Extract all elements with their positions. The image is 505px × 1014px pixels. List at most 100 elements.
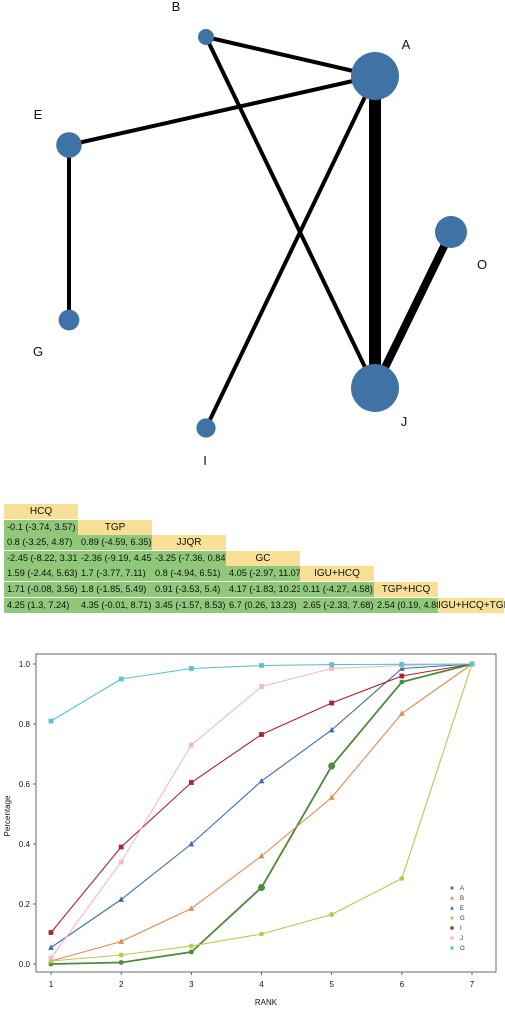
league-cell: 1.59 (-2.44, 5.63) [4, 566, 78, 582]
data-point [469, 661, 475, 667]
y-tick-label: 0.2 [19, 900, 31, 909]
league-cell: 4.35 (-0.01, 8.71) [78, 597, 152, 613]
node-B [198, 29, 214, 45]
edge-A-E [68, 74, 376, 147]
league-cell: 0.89 (-4.59, 6.35) [78, 535, 152, 551]
node-A [351, 52, 399, 100]
edge-A-B [205, 35, 376, 78]
data-point [329, 666, 335, 671]
y-tick-label: 0.0 [19, 960, 31, 969]
y-tick-label: 0.6 [19, 780, 31, 789]
data-point [188, 949, 194, 955]
plot-frame [35, 653, 497, 973]
league-cell: 1.7 (-3.77, 7.11) [78, 566, 152, 582]
series-I [48, 661, 475, 935]
legend-label-A: A [460, 886, 464, 892]
league-cell: 1.8 (-1.85, 5.49) [78, 582, 152, 597]
data-point [329, 662, 335, 667]
data-point [258, 852, 265, 859]
data-point [258, 884, 265, 891]
data-point [48, 930, 54, 935]
data-point [399, 661, 405, 667]
league-cell: -2.45 (-8.22, 3.31) [4, 550, 81, 566]
y-tick-label: 0.4 [19, 840, 31, 849]
league-cell: 2.65 (-2.33, 7.68) [300, 597, 374, 613]
league-cell: -0.1 (-3.74, 3.57) [4, 519, 78, 535]
node-label-G: G [33, 344, 43, 359]
league-cell: 3.45 (-1.57, 8.53) [152, 597, 226, 613]
series-line-O [50, 663, 473, 722]
edge-A-I [204, 75, 377, 429]
league-cell: 1.71 (-0.08, 3.56) [4, 582, 78, 597]
legend-label-I: I [460, 926, 462, 932]
x-tick-label: 3 [189, 980, 194, 989]
legend-marker-A [450, 886, 454, 890]
legend-label-B: B [460, 896, 464, 902]
league-header-cell: JJQR [152, 535, 226, 551]
league-cell: -2.36 (-9.19, 4.45) [78, 550, 155, 566]
legend-marker-E [450, 905, 454, 910]
node-label-B: B [172, 0, 181, 14]
league-cell: 0.8 (-4.94, 6.51) [152, 566, 226, 582]
node-J [351, 364, 399, 412]
league-header-cell: TGP+HCQ [374, 582, 438, 597]
data-point [118, 952, 124, 958]
node-label-E: E [34, 107, 43, 122]
data-point [188, 943, 194, 949]
data-point [399, 876, 405, 881]
data-point [188, 840, 195, 847]
data-point [48, 944, 54, 950]
series-B [48, 660, 475, 964]
data-point [118, 896, 125, 902]
league-cell: 6.7 (0.26, 13.23) [226, 597, 300, 613]
league-header-cell: TGP [78, 519, 152, 535]
x-axis-title: RANK [255, 998, 278, 1007]
legend-label-G: G [460, 916, 465, 922]
league-cell: 4.05 (-2.97, 11.07) [226, 566, 304, 582]
league-cell: 2.54 (0.19, 4.88) [374, 597, 444, 613]
legend-label-E: E [460, 906, 464, 912]
data-point [48, 718, 54, 724]
x-tick-label: 1 [49, 980, 54, 989]
edge-J-O [371, 230, 455, 390]
data-point [259, 931, 264, 937]
network-labels: A B E G I J O [33, 0, 487, 468]
network-plot: A B E G I J O [33, 0, 487, 468]
legend-marker-G [450, 916, 454, 920]
node-E [56, 132, 82, 158]
legend-marker-I [450, 926, 454, 930]
league-table: HCQ -0.1 (-3.74, 3.57) TGP 0.8 (-3.25, 4.87… [4, 504, 505, 620]
node-O [435, 216, 467, 248]
data-point [118, 960, 124, 965]
series-line-B [50, 663, 473, 962]
data-point [118, 844, 124, 850]
data-point [328, 726, 335, 733]
league-header-cell: HCQ [4, 504, 78, 519]
x-tick-label: 7 [470, 980, 475, 989]
y-tick-label: 0.8 [19, 720, 31, 729]
league-header-cell: GC [226, 550, 300, 566]
data-point [259, 732, 264, 737]
x-tick-label: 5 [329, 980, 334, 989]
node-label-J: J [401, 414, 408, 429]
series-line-I [50, 663, 473, 933]
data-point [259, 663, 264, 668]
series-E [48, 660, 475, 950]
league-cell: 0.8 (-3.25, 4.87) [4, 535, 78, 551]
data-point [329, 700, 335, 706]
data-point [328, 762, 336, 770]
data-point [118, 859, 124, 865]
data-point [259, 684, 264, 689]
league-header-cell: IGU+HCQ+TGP [438, 597, 505, 613]
league-cell: 0.11 (-4.27, 4.58) [300, 582, 374, 597]
x-tick-label: 2 [119, 980, 124, 989]
data-point [188, 666, 194, 671]
league-cell: -3.25 (-7.36, 0.84) [152, 550, 229, 566]
series-J [48, 661, 475, 961]
data-point [398, 665, 405, 671]
data-point [188, 780, 194, 785]
data-point [118, 938, 125, 944]
data-point [329, 912, 335, 917]
edge-B-J [204, 36, 377, 389]
